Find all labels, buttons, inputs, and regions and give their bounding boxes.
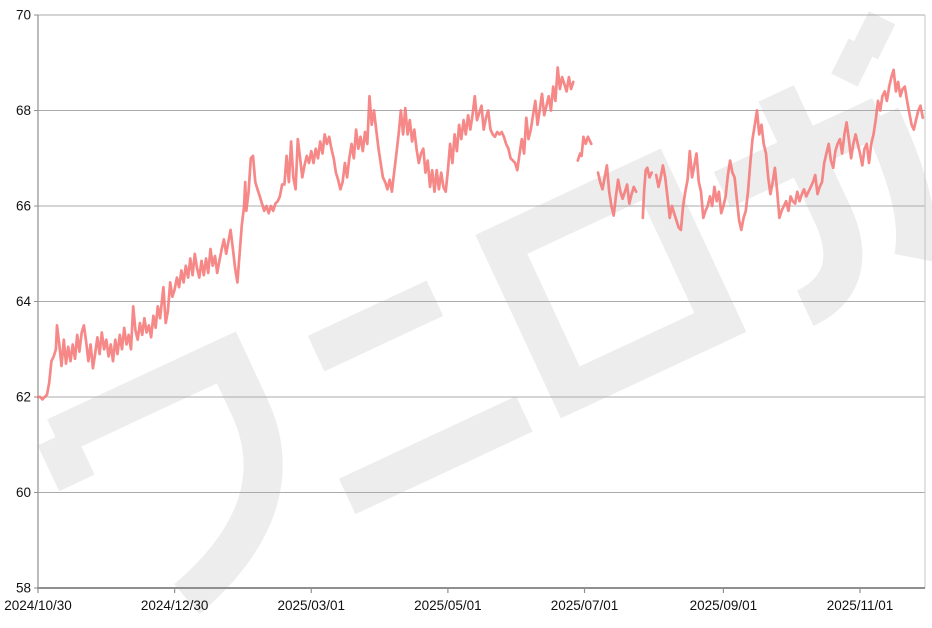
y-axis-label: 64 — [16, 294, 32, 309]
y-axis-label: 66 — [16, 199, 31, 214]
watermark-char — [307, 280, 533, 515]
watermark-char — [475, 148, 747, 419]
x-axis-label: 2024/10/30 — [4, 598, 72, 613]
y-axis-label: 70 — [16, 8, 31, 23]
y-axis-label: 62 — [16, 390, 31, 405]
y-axis-label: 58 — [16, 581, 31, 596]
y-axis-label: 60 — [16, 485, 31, 500]
y-axis-label: 68 — [16, 103, 31, 118]
x-axis-label: 2025/07/01 — [551, 598, 619, 613]
axis-labels: 58 60 62 64 66 68 70 2024/10/30 2024/12/30 2025/0… — [4, 8, 893, 614]
x-axis-label: 2024/12/30 — [141, 598, 209, 613]
x-axis-label: 2025/03/01 — [277, 598, 345, 613]
x-axis-label: 2025/11/01 — [827, 598, 894, 613]
x-axis-label: 2025/09/01 — [690, 598, 758, 613]
x-axis-label: 2025/05/01 — [414, 598, 482, 613]
series-line — [36, 66, 925, 401]
